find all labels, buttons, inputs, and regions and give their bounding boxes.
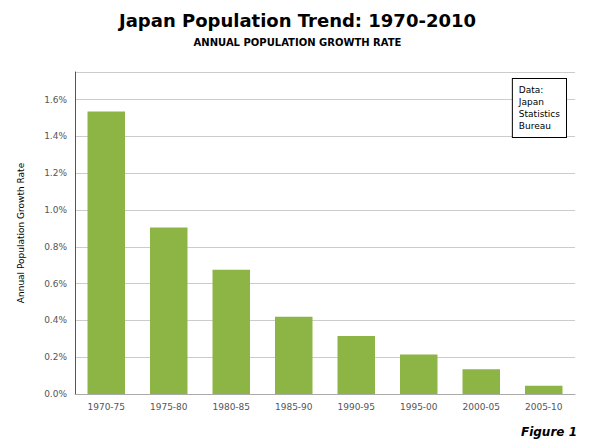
svg-text:Data:: Data: <box>519 85 544 95</box>
svg-text:1980-85: 1980-85 <box>212 402 250 412</box>
svg-text:Statistics: Statistics <box>519 109 560 119</box>
svg-text:Japan Population Trend: 1970-2: Japan Population Trend: 1970-2010 <box>117 10 476 31</box>
svg-text:0.6%: 0.6% <box>44 279 67 289</box>
svg-text:Japan: Japan <box>518 97 544 107</box>
svg-text:1985-90: 1985-90 <box>275 402 313 412</box>
svg-text:2005-10: 2005-10 <box>525 402 563 412</box>
svg-text:0.8%: 0.8% <box>44 242 67 252</box>
svg-text:Annual Population Growth Rate: Annual Population Growth Rate <box>16 162 26 303</box>
svg-text:1995-00: 1995-00 <box>400 402 438 412</box>
svg-text:ANNUAL POPULATION GROWTH RATE: ANNUAL POPULATION GROWTH RATE <box>194 37 402 48</box>
svg-text:Bureau: Bureau <box>519 121 551 131</box>
svg-text:2000-05: 2000-05 <box>462 402 500 412</box>
svg-text:0.2%: 0.2% <box>44 352 67 362</box>
svg-text:1.6%: 1.6% <box>44 95 67 105</box>
svg-text:1.2%: 1.2% <box>44 168 67 178</box>
svg-text:1975-80: 1975-80 <box>150 402 188 412</box>
svg-text:Figure 1: Figure 1 <box>521 425 577 439</box>
svg-text:1990-95: 1990-95 <box>337 402 375 412</box>
svg-text:0.4%: 0.4% <box>44 315 67 325</box>
svg-text:1.4%: 1.4% <box>44 131 67 141</box>
svg-text:0.0%: 0.0% <box>44 389 67 399</box>
svg-text:1.0%: 1.0% <box>44 205 67 215</box>
svg-text:1970-75: 1970-75 <box>87 402 125 412</box>
